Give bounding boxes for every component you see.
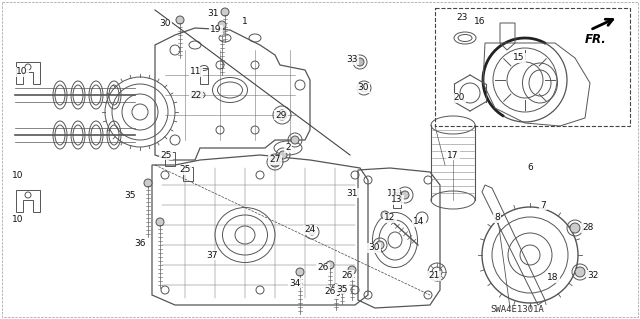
Text: 13: 13: [391, 196, 403, 204]
Text: 25: 25: [179, 166, 191, 174]
Text: 12: 12: [384, 213, 396, 222]
Text: 5: 5: [334, 290, 340, 299]
Circle shape: [309, 229, 315, 235]
Text: 20: 20: [453, 93, 465, 102]
Text: 2: 2: [285, 144, 291, 152]
Text: 7: 7: [540, 201, 546, 210]
Circle shape: [270, 157, 280, 167]
Circle shape: [296, 268, 304, 276]
Text: 17: 17: [447, 151, 459, 160]
Text: 11: 11: [190, 68, 202, 77]
Text: 28: 28: [582, 224, 594, 233]
Circle shape: [218, 21, 226, 29]
Text: 32: 32: [588, 271, 598, 279]
Text: 35: 35: [336, 285, 348, 293]
Text: 27: 27: [269, 155, 281, 165]
Bar: [393, 192, 401, 208]
Circle shape: [332, 284, 340, 292]
Text: 26: 26: [317, 263, 329, 272]
Circle shape: [338, 286, 346, 294]
Text: 34: 34: [289, 278, 301, 287]
Circle shape: [279, 151, 287, 159]
Text: 23: 23: [456, 13, 468, 23]
Text: 26: 26: [324, 287, 336, 296]
Bar: [165, 152, 175, 166]
Text: 15: 15: [513, 54, 525, 63]
Text: 29: 29: [275, 110, 287, 120]
Text: 25: 25: [160, 151, 172, 160]
Circle shape: [156, 218, 164, 226]
Text: 31: 31: [207, 10, 219, 19]
Text: 33: 33: [346, 56, 358, 64]
Circle shape: [401, 191, 409, 199]
Text: 37: 37: [206, 250, 218, 259]
Circle shape: [291, 136, 299, 144]
Text: 8: 8: [494, 213, 500, 222]
Text: 21: 21: [428, 271, 440, 280]
Text: 14: 14: [413, 218, 425, 226]
Text: SWA4E1301A: SWA4E1301A: [490, 305, 544, 314]
Circle shape: [326, 261, 334, 269]
Bar: [200, 68, 208, 84]
Text: 11: 11: [387, 189, 399, 198]
Circle shape: [575, 267, 585, 277]
Circle shape: [381, 211, 389, 219]
Text: 10: 10: [12, 170, 24, 180]
Bar: [435, 8, 630, 126]
Circle shape: [360, 84, 368, 92]
Text: 30: 30: [368, 243, 380, 253]
Text: 36: 36: [134, 240, 146, 249]
Text: FR.: FR.: [585, 33, 607, 46]
Circle shape: [277, 110, 287, 120]
Text: 19: 19: [211, 26, 221, 34]
Text: 16: 16: [474, 18, 486, 26]
Circle shape: [376, 241, 384, 249]
Text: 30: 30: [357, 84, 369, 93]
Text: 10: 10: [12, 216, 24, 225]
Bar: [183, 167, 193, 181]
Text: 10: 10: [16, 68, 28, 77]
Text: 31: 31: [346, 189, 358, 197]
Circle shape: [356, 58, 364, 66]
Text: 24: 24: [305, 226, 316, 234]
Text: 18: 18: [547, 273, 559, 283]
Text: 26: 26: [341, 271, 353, 279]
Text: 1: 1: [242, 18, 248, 26]
Circle shape: [348, 266, 356, 274]
Circle shape: [144, 179, 152, 187]
Text: 35: 35: [124, 190, 136, 199]
Circle shape: [221, 8, 229, 16]
Circle shape: [570, 223, 580, 233]
Text: 22: 22: [190, 91, 202, 100]
Circle shape: [176, 16, 184, 24]
Text: 6: 6: [527, 164, 533, 173]
Text: 30: 30: [159, 19, 171, 28]
